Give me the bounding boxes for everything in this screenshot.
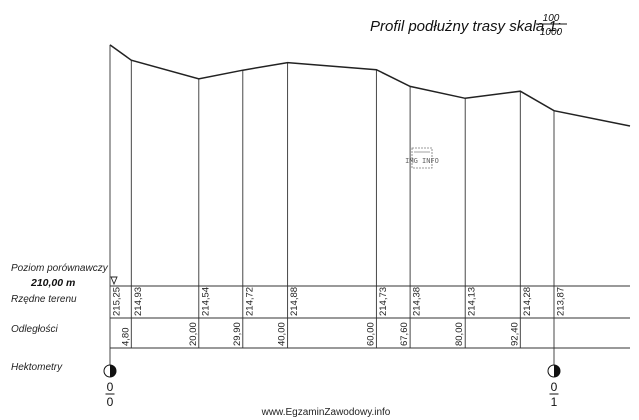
distance-values: 4,80 20,00 29,90 40,00 60,00 67,60 80,00 92,40 <box>120 322 520 346</box>
hectometer-marker: 01 <box>547 348 561 409</box>
hectometer-bottom-number: 0 <box>107 395 114 409</box>
terrain-elevation-value: 214,72 <box>244 287 255 316</box>
distance-value: 60,00 <box>365 322 376 346</box>
distances-label: Odległości <box>11 324 58 335</box>
reference-level-value: 210,00 m <box>30 277 75 289</box>
hectometer-top-number: 0 <box>107 380 114 394</box>
hectometer-bottom-number: 1 <box>551 395 558 409</box>
distance-value: 80,00 <box>454 322 465 346</box>
hectometer-top-number: 0 <box>551 380 558 394</box>
terrain-elevation-value: 214,88 <box>289 287 300 316</box>
diagram-title: Profil podłużny trasy skala 1: 100 1000 <box>370 13 567 38</box>
terrain-elevation-value: 214,73 <box>378 287 389 316</box>
reference-level-label: Poziom porównawczy <box>11 263 109 274</box>
terrain-elevation-value: 213,87 <box>556 287 567 316</box>
terrain-elevations-label: Rzędne terenu <box>11 294 77 305</box>
watermark-footer: www.EgzaminZawodowy.info <box>261 407 391 418</box>
terrain-profile <box>109 44 631 127</box>
hectometer-marker: 00 <box>103 348 117 409</box>
terrain-elevation-value: 214,93 <box>133 287 144 316</box>
distance-value: 20,00 <box>188 322 199 346</box>
terrain-elevation-value: 215,25 <box>112 287 123 316</box>
station-ordinate-lines <box>109 44 555 348</box>
terrain-elevation-value: 214,54 <box>200 287 211 316</box>
reference-level-marker <box>110 276 118 286</box>
terrain-profile-line <box>109 44 631 127</box>
table-grid <box>110 285 630 349</box>
row-labels: Poziom porównawczy 210,00 m Rzędne teren… <box>11 263 109 373</box>
distance-value: 40,00 <box>277 322 288 346</box>
watermark-stamp: IMG INFO <box>405 147 439 169</box>
hectometers-label: Hektometry <box>11 362 63 373</box>
title-text: Profil podłużny trasy skala 1: <box>370 18 561 35</box>
stamp-text: IMG INFO <box>405 157 439 165</box>
distance-value: 92,40 <box>509 322 520 346</box>
terrain-elevation-value: 214,28 <box>522 287 533 316</box>
distance-value: 67,60 <box>399 322 410 346</box>
terrain-elevation-values: 215,25 214,93 214,54 214,72 214,88 214,73 214,… <box>112 287 567 316</box>
distance-value: 29,90 <box>232 322 243 346</box>
distance-value: 4,80 <box>120 328 131 347</box>
terrain-elevation-value: 214,13 <box>467 287 478 316</box>
scale-denominator: 1000 <box>540 27 563 38</box>
terrain-elevation-value: 214,38 <box>412 287 423 316</box>
scale-numerator: 100 <box>543 13 560 24</box>
